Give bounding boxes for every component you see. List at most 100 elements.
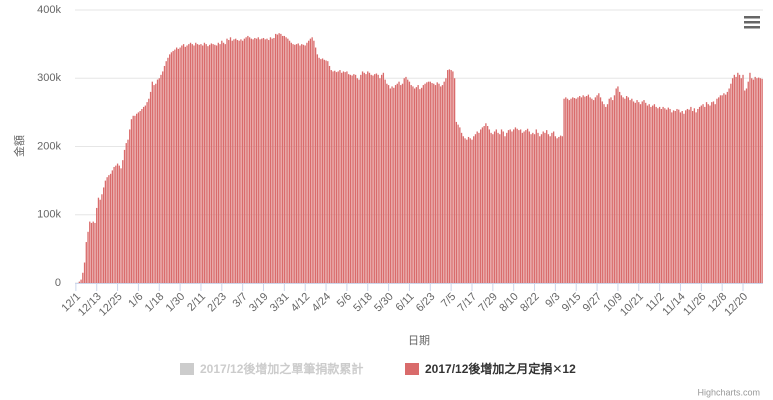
bar (698, 106, 701, 283)
menu-button[interactable] (744, 16, 760, 29)
bar (424, 83, 426, 284)
x-tick-label: 1/18 (143, 291, 167, 315)
bar (431, 83, 433, 283)
bar (200, 44, 202, 283)
bar (287, 38, 289, 283)
x-tick-label: 1/30 (164, 291, 188, 315)
bar (549, 136, 551, 283)
bar (624, 98, 626, 283)
bar (215, 45, 218, 283)
bar (142, 106, 145, 283)
bar (353, 74, 355, 283)
bar (730, 83, 732, 284)
bar (422, 85, 425, 283)
bar (408, 81, 411, 283)
bar (547, 134, 550, 283)
bar (264, 39, 266, 283)
bar (528, 131, 530, 283)
bar (101, 194, 103, 283)
bar (756, 78, 758, 283)
bar (214, 44, 216, 284)
bar (283, 35, 286, 284)
bar (224, 44, 226, 283)
bar (686, 108, 689, 284)
bar (462, 136, 464, 283)
bar (308, 40, 310, 284)
x-tick-label: 12/25 (97, 291, 125, 319)
bar (582, 95, 584, 283)
x-tick-label: 8/22 (518, 291, 542, 315)
bar (275, 33, 277, 284)
bar (344, 72, 346, 283)
bar (490, 132, 492, 283)
bar (377, 74, 379, 284)
bar (311, 37, 313, 283)
bar (596, 95, 598, 283)
bar (156, 79, 159, 284)
bar (714, 104, 716, 283)
bar (478, 132, 480, 283)
bar (203, 42, 206, 284)
bar (327, 61, 329, 283)
bar (318, 57, 320, 284)
bar (474, 134, 477, 283)
bar (337, 71, 339, 283)
bar (643, 100, 645, 283)
bar (407, 79, 409, 284)
x-axis-title: 日期 (408, 334, 430, 347)
x-tick-label: 3/31 (268, 291, 292, 315)
bar (127, 139, 129, 283)
bar (759, 78, 762, 283)
bar (97, 197, 100, 283)
bar (459, 127, 461, 283)
x-tick-label: 7/17 (456, 291, 480, 315)
bar (222, 42, 225, 284)
bar (188, 44, 190, 283)
bar (712, 101, 715, 283)
bar (271, 38, 273, 283)
bar (158, 78, 160, 283)
bar (177, 48, 180, 284)
bar (539, 136, 541, 283)
bar (619, 91, 621, 284)
bar (241, 40, 244, 284)
bar (429, 81, 431, 283)
bar (516, 128, 518, 283)
bar (302, 44, 305, 284)
bar (103, 187, 105, 283)
bar (208, 44, 211, 284)
bar (146, 102, 148, 283)
bar (398, 81, 400, 283)
bar (169, 54, 171, 283)
bar (526, 128, 529, 283)
bar (299, 45, 301, 283)
bar (116, 163, 119, 283)
legend-label: 2017/12後增加之單筆捐款累計 (200, 361, 363, 376)
y-tick-label: 300k (37, 72, 61, 84)
bar (636, 100, 638, 283)
bar (509, 129, 511, 283)
bar (705, 102, 708, 283)
bar (591, 98, 593, 283)
bar (139, 111, 141, 283)
bar (123, 149, 126, 283)
bar (622, 97, 624, 283)
x-tick-label: 6/23 (414, 291, 438, 315)
bar (535, 129, 537, 283)
legend-item[interactable]: 2017/12後增加之單筆捐款累計 (180, 361, 363, 376)
bar (372, 75, 374, 284)
credits[interactable]: Highcharts.com (697, 387, 760, 397)
bar (652, 105, 654, 283)
bar (111, 170, 114, 283)
bar (573, 98, 576, 283)
bar (523, 131, 525, 283)
bar (255, 38, 258, 283)
legend-item[interactable]: 2017/12後增加之月定捐✕12 (405, 361, 576, 376)
bar (342, 71, 345, 283)
bar (443, 81, 445, 283)
bar (212, 44, 214, 283)
bar (565, 97, 567, 283)
bar (401, 83, 404, 284)
x-tick-label: 6/11 (394, 291, 417, 314)
bar (631, 98, 633, 283)
